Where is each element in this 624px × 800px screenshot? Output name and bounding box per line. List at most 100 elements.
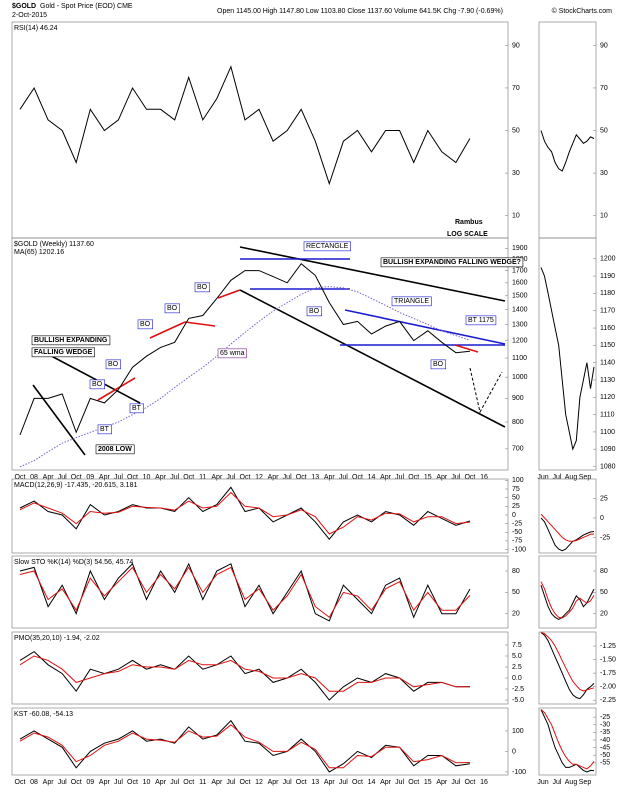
x-tick-label: Apr xyxy=(43,779,55,786)
quote: Open 1145.00 High 1147.80 Low 1103.80 Cl… xyxy=(217,8,503,15)
flag xyxy=(454,344,479,353)
y-tick-label: 1900 xyxy=(512,245,528,252)
annotation-box xyxy=(31,335,111,346)
series-line xyxy=(19,286,471,468)
series-line xyxy=(540,267,595,451)
x-tick-label: Jun xyxy=(537,779,548,786)
x-tick-label: Jul xyxy=(553,779,562,786)
annotation-box xyxy=(217,348,247,359)
y-tick-label: 2.5 xyxy=(512,664,522,671)
x-tick-label: Apr xyxy=(324,474,336,481)
y-tick-label: 30 xyxy=(512,170,520,177)
y-tick-label: 25 xyxy=(512,503,520,510)
x-tick-label: Apr xyxy=(155,779,167,786)
symbol: $GOLD xyxy=(12,3,36,10)
y-tick-label: -50 xyxy=(512,529,522,536)
annotation: BO xyxy=(430,359,446,370)
panel-frame xyxy=(538,237,597,471)
x-tick-label: 13 xyxy=(311,474,319,481)
panel-label: PMO(35,20,10) -1.94, -2.02 xyxy=(14,635,100,642)
x-tick-label: 15 xyxy=(424,779,432,786)
y-tick-label: 1170 xyxy=(600,308,615,315)
annotation-text: BO xyxy=(197,284,208,291)
y-tick-label: -50 xyxy=(600,752,610,759)
x-tick-label: Oct xyxy=(352,779,363,786)
y-tick-label: 80 xyxy=(600,568,608,575)
y-tick-label: -30 xyxy=(600,722,610,729)
x-tick-label: Oct xyxy=(296,474,307,481)
x-tick-label: 11 xyxy=(199,474,206,481)
y-tick-label: 1100 xyxy=(512,355,527,362)
x-tick-label: Jul xyxy=(58,474,67,481)
x-tick-label: Aug xyxy=(565,474,578,481)
y-tick-label: 7.5 xyxy=(512,642,522,649)
x-tick-label: Oct xyxy=(127,474,138,481)
projection-arrow xyxy=(469,367,503,414)
x-tick-label: Jul xyxy=(170,474,179,481)
panel-frame xyxy=(538,707,597,776)
annotation-box xyxy=(31,347,95,358)
panel-label: Slow STO %K(14) %D(3) 54.56, 45.74 xyxy=(14,559,133,566)
x-tick-label: Jul xyxy=(451,779,460,786)
series-line xyxy=(540,130,595,172)
x-tick-label: Jul xyxy=(114,779,123,786)
series-line xyxy=(19,65,471,186)
annotation: BO xyxy=(164,303,180,314)
x-tick-label: 09 xyxy=(86,474,94,481)
annotation-box xyxy=(380,257,524,268)
y-tick-label: 1300 xyxy=(512,321,528,328)
panel-frame xyxy=(538,555,597,629)
annotation: FALLING WEDGE xyxy=(31,347,95,358)
x-tick-label: Apr xyxy=(99,779,111,786)
x-tick-label: 10 xyxy=(143,779,151,786)
annotation: LOG SCALE xyxy=(447,231,488,238)
y-tick-label: 900 xyxy=(512,395,524,402)
annotation-box xyxy=(465,315,497,326)
y-tick-label: -2.5 xyxy=(512,686,524,693)
annotation-box xyxy=(95,444,135,455)
x-tick-label: 13 xyxy=(311,779,319,786)
annotation-text: LOG SCALE xyxy=(447,231,488,238)
annotation-text: BO xyxy=(309,308,320,315)
annotation-text: BT xyxy=(100,426,110,433)
x-tick-label: 09 xyxy=(86,779,94,786)
y-tick-label: 75 xyxy=(512,486,520,493)
flag xyxy=(217,289,241,299)
x-tick-label: Oct xyxy=(464,474,475,481)
x-tick-label: Jul xyxy=(283,779,292,786)
annotation-box xyxy=(129,403,144,414)
y-tick-label: 0 xyxy=(512,748,516,755)
x-tick-label: Jul xyxy=(395,779,404,786)
annotation-text: 2008 LOW xyxy=(98,446,132,453)
x-tick-label: 14 xyxy=(368,779,376,786)
x-tick-label: Oct xyxy=(240,474,251,481)
wedge-2008-b xyxy=(39,349,141,404)
x-tick-label: Jul xyxy=(226,474,235,481)
y-tick-label: -5.0 xyxy=(512,697,524,704)
x-tick-label: Oct xyxy=(71,474,82,481)
flag xyxy=(184,321,216,327)
series-line xyxy=(540,517,595,552)
x-tick-label: Jul xyxy=(170,779,179,786)
y-tick-label: -75 xyxy=(512,538,522,545)
annotation: 65 wma xyxy=(217,348,247,359)
triangle-top xyxy=(344,309,506,345)
series-line xyxy=(540,709,595,770)
annotation-text: BO xyxy=(433,361,444,368)
y-tick-label: 20 xyxy=(600,611,608,618)
series-line xyxy=(19,655,470,692)
date: 2-Oct-2015 xyxy=(12,12,47,19)
y-tick-label: -25 xyxy=(512,520,522,527)
x-tick-label: Oct xyxy=(408,474,419,481)
y-tick-label: 1100 xyxy=(600,429,615,436)
y-tick-label: 1600 xyxy=(512,280,528,287)
x-tick-label: Apr xyxy=(99,474,111,481)
annotation-text: FALLING WEDGE xyxy=(34,349,93,356)
x-tick-label: 12 xyxy=(255,779,263,786)
annotation-box xyxy=(105,359,121,370)
wedge-bottom xyxy=(239,289,506,428)
annotation-box xyxy=(306,306,322,317)
annotation-text: Rambus xyxy=(455,219,483,226)
y-tick-label: 5.0 xyxy=(512,653,522,660)
series-line xyxy=(19,262,470,436)
